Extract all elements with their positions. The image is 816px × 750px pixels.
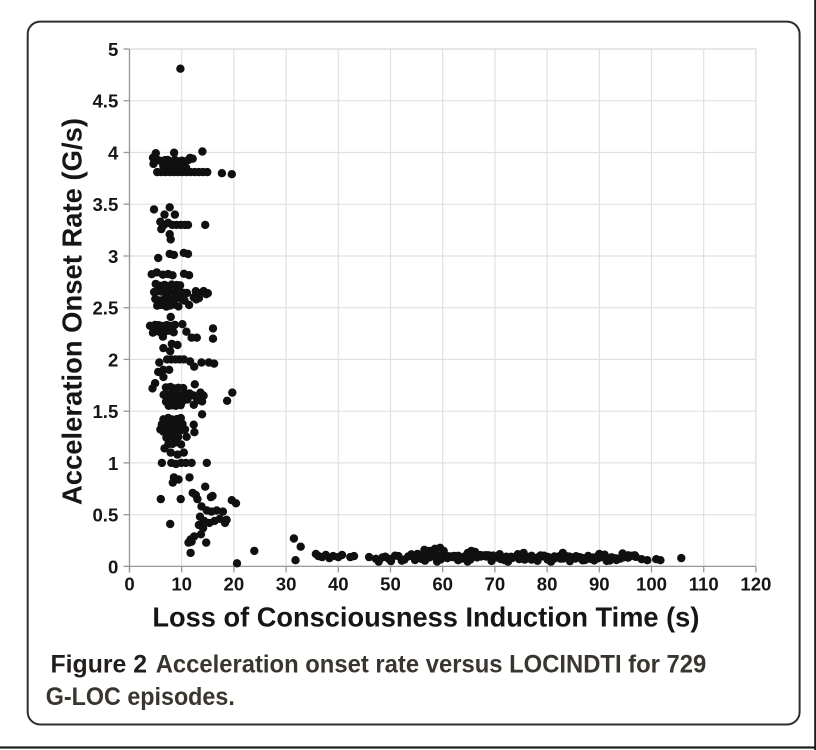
svg-text:Figure 2: Figure 2: [51, 652, 148, 679]
svg-text:3.5: 3.5: [92, 194, 118, 215]
svg-text:Acceleration onset rate versus: Acceleration onset rate versus LOCINDTI …: [156, 652, 707, 679]
svg-text:70: 70: [485, 574, 506, 595]
svg-text:40: 40: [328, 574, 349, 595]
svg-text:2.5: 2.5: [92, 298, 118, 319]
svg-text:50: 50: [380, 574, 401, 595]
svg-text:2: 2: [108, 349, 118, 370]
svg-text:Acceleration Onset Rate (G/s): Acceleration Onset Rate (G/s): [57, 118, 88, 505]
svg-text:30: 30: [276, 574, 297, 595]
svg-text:0: 0: [124, 574, 134, 595]
svg-text:4: 4: [108, 143, 119, 164]
svg-text:0.5: 0.5: [92, 505, 118, 526]
svg-text:20: 20: [224, 574, 245, 595]
svg-text:60: 60: [432, 574, 453, 595]
svg-text:5: 5: [108, 39, 118, 60]
svg-text:0: 0: [108, 556, 118, 577]
svg-text:1: 1: [108, 453, 118, 474]
svg-text:80: 80: [537, 574, 558, 595]
svg-text:90: 90: [589, 574, 610, 595]
svg-text:1.5: 1.5: [92, 401, 118, 422]
svg-text:110: 110: [689, 574, 719, 595]
svg-text:120: 120: [740, 574, 771, 595]
svg-text:10: 10: [171, 574, 192, 595]
svg-text:4.5: 4.5: [92, 91, 118, 112]
svg-text:3: 3: [108, 246, 118, 267]
svg-text:G-LOC episodes.: G-LOC episodes.: [46, 684, 235, 711]
svg-text:100: 100: [636, 574, 667, 595]
svg-text:Loss of Consciousness Inductio: Loss of Consciousness Induction Time (s): [152, 601, 699, 632]
